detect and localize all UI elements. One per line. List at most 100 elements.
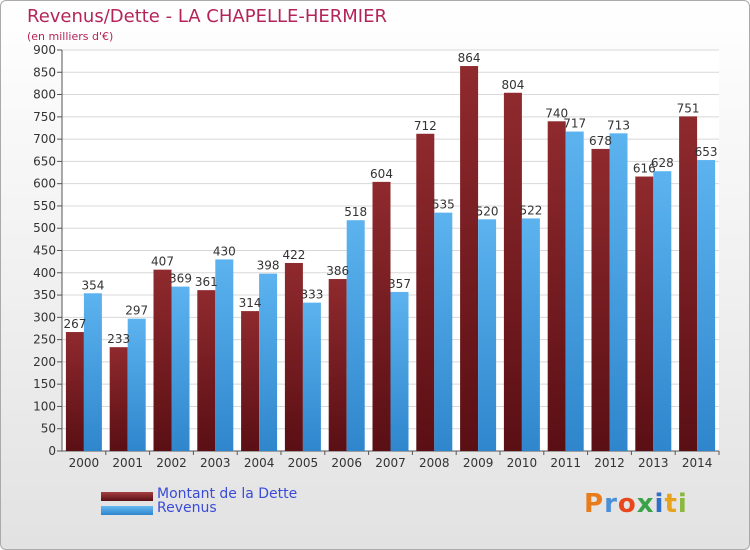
revenus-bar [609,133,628,451]
x-tick-label: 2014 [682,456,713,470]
dette-bar [679,116,698,451]
dette-bar [241,311,260,451]
dette-bar [153,269,172,451]
logo-letter: r [604,489,618,519]
proxiti-logo: Proxiti [584,489,688,519]
legend-label-revenus: Revenus [157,500,217,516]
y-tick-label: 700 [33,132,56,146]
x-tick-label: 2000 [69,456,100,470]
revenus-value-label: 333 [300,288,323,302]
y-tick-label: 550 [33,199,56,213]
revenus-bar [215,259,234,451]
dette-value-label: 678 [589,134,612,148]
y-tick-label: 100 [33,399,56,413]
revenus-value-label: 520 [476,204,499,218]
dette-value-label: 604 [370,167,393,181]
revenus-bar [83,293,102,451]
dette-bar [635,176,654,451]
dette-value-label: 314 [239,296,262,310]
revenus-value-label: 297 [125,304,148,318]
revenus-value-label: 354 [81,278,104,292]
revenus-bar [390,291,409,451]
dette-bar [372,181,391,451]
revenus-value-label: 369 [169,272,192,286]
x-tick-label: 2012 [594,456,625,470]
dette-bar [547,121,566,452]
revenus-value-label: 628 [651,156,674,170]
y-tick-label: 900 [33,43,56,57]
x-tick-label: 2011 [550,456,581,470]
legend-label-dette: Montant de la Dette [157,486,298,502]
dette-value-label: 804 [501,78,524,92]
dette-bar [197,290,216,451]
dette-value-label: 422 [282,248,305,262]
blue-bar-swatch-icon [101,506,153,515]
dette-bar [591,148,610,451]
x-tick-label: 2008 [419,456,450,470]
y-tick-label: 250 [33,333,56,347]
revenus-bar [302,302,321,451]
dette-value-label: 864 [458,51,481,65]
revenus-value-label: 717 [563,117,586,131]
dette-value-label: 751 [677,101,700,115]
revenus-value-label: 357 [388,277,411,291]
revenus-value-label: 522 [519,203,542,217]
revenus-value-label: 430 [213,244,236,258]
dette-bar [503,92,522,452]
y-tick-label: 450 [33,244,56,258]
x-tick-label: 2005 [288,456,319,470]
logo-letter: x [636,489,655,519]
logo-letter: i [654,489,665,519]
dette-value-label: 712 [414,119,437,133]
dette-bar [460,66,479,451]
dette-value-label: 407 [151,255,174,269]
x-tick-label: 2013 [638,456,669,470]
maroon-bar-swatch-icon [101,492,153,501]
dette-value-label: 233 [107,332,130,346]
y-tick-label: 350 [33,288,56,302]
y-tick-label: 650 [33,154,56,168]
revenus-bar [259,273,278,451]
y-tick-label: 400 [33,266,56,280]
revenus-bar [127,318,146,451]
y-tick-label: 300 [33,310,56,324]
x-tick-label: 2001 [112,456,143,470]
dette-bar [65,332,84,451]
dette-bar [328,279,347,451]
revenus-value-label: 535 [432,198,455,212]
revenus-bar [478,219,497,451]
x-tick-label: 2003 [200,456,231,470]
logo-letter: i [677,489,688,519]
x-tick-label: 2009 [463,456,494,470]
chart-title: Revenus/Dette - LA CHAPELLE-HERMIER [27,6,387,27]
x-tick-label: 2006 [331,456,362,470]
y-tick-label: 750 [33,110,56,124]
dette-value-label: 386 [326,264,349,278]
y-tick-label: 200 [33,355,56,369]
revenus-bar [697,160,716,451]
axes: 0 50 100 150 200 250 300 350 400 450 500 550 600 650 7… [33,43,720,470]
revenus-bar [346,220,365,451]
bars [65,66,716,452]
logo-letter: t [664,489,678,519]
dette-value-label: 361 [195,275,218,289]
y-tick-label: 500 [33,221,56,235]
dette-value-label: 616 [633,162,656,176]
dette-bar [416,133,435,451]
x-tick-label: 2004 [244,456,275,470]
revenus-value-label: 713 [607,118,630,132]
chart-subtitle: (en milliers d'€) [27,30,114,43]
revenus-value-label: 518 [344,205,367,219]
dette-value-label: 267 [63,317,86,331]
x-tick-label: 2002 [156,456,187,470]
y-tick-label: 600 [33,177,56,191]
y-tick-label: 800 [33,88,56,102]
dette-bar [109,347,128,451]
revenus-value-label: 653 [695,145,718,159]
revenus-bar [171,286,190,451]
revenus-value-label: 398 [257,259,280,273]
dette-value-label: 740 [545,106,568,120]
